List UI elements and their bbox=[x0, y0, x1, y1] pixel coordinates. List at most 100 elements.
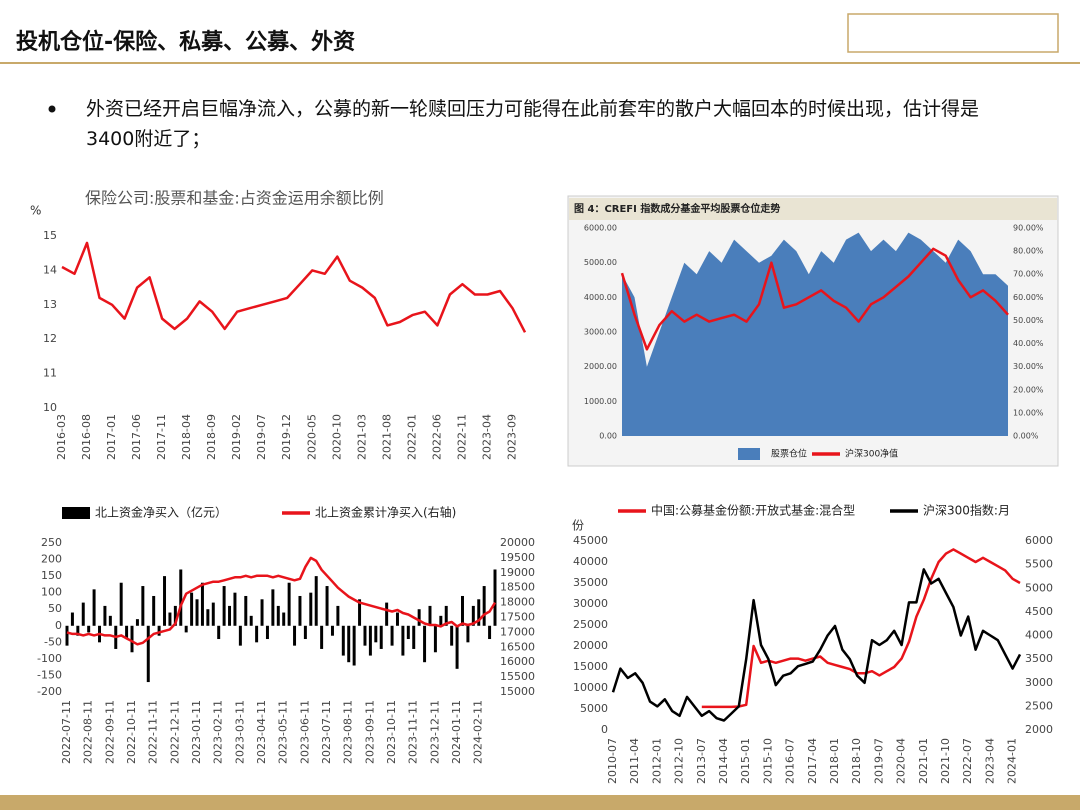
bar bbox=[471, 605, 475, 626]
legend-swatch bbox=[738, 448, 760, 460]
series-line bbox=[61, 241, 527, 333]
bar bbox=[249, 615, 253, 626]
x-tick-label: 2021-01 bbox=[917, 738, 930, 784]
bar bbox=[363, 625, 367, 646]
x-tick-label: 2023-11-11 bbox=[407, 700, 420, 764]
tick-label: -100 bbox=[37, 652, 62, 665]
bullet-dot bbox=[48, 105, 56, 113]
legend-label: 沪深300净值 bbox=[845, 448, 898, 460]
bar bbox=[466, 625, 470, 643]
x-tick-label: 2012-01 bbox=[650, 738, 663, 784]
bar bbox=[184, 625, 188, 633]
bar bbox=[477, 599, 481, 626]
bar bbox=[482, 586, 486, 626]
x-tick-label: 2022-11-11 bbox=[147, 700, 160, 764]
bar bbox=[401, 625, 405, 656]
bar bbox=[358, 599, 362, 626]
y-axis-label: % bbox=[30, 204, 41, 218]
tick-label: 15 bbox=[43, 229, 57, 242]
legend-label: 股票仓位 bbox=[771, 448, 807, 460]
x-tick-label: 2023-04 bbox=[480, 414, 493, 460]
x-tick-label: 2021-08 bbox=[380, 414, 393, 460]
bar bbox=[238, 625, 242, 646]
bar bbox=[195, 599, 199, 626]
x-tick-label: 2010-07 bbox=[606, 738, 619, 784]
x-tick-label: 2021-03 bbox=[355, 414, 368, 460]
tick-label: 4000 bbox=[1025, 629, 1053, 642]
x-tick-label: 2017-06 bbox=[130, 414, 143, 460]
tick-label: 15000 bbox=[500, 685, 535, 698]
logo bbox=[847, 13, 1059, 53]
tick-label: 35000 bbox=[573, 576, 608, 589]
bar bbox=[309, 592, 313, 626]
tick-label: 6000 bbox=[1025, 534, 1053, 547]
tick-label: 0 bbox=[601, 723, 608, 736]
x-tick-label: 2019-07 bbox=[255, 414, 268, 460]
tick-label: 18000 bbox=[500, 596, 535, 609]
tick-label: 15000 bbox=[573, 660, 608, 673]
x-tick-label: 2023-02-11 bbox=[212, 700, 225, 764]
bar bbox=[265, 625, 269, 640]
x-tick-label: 2022-09-11 bbox=[103, 700, 116, 764]
tick-label: 4000.00 bbox=[584, 293, 617, 302]
x-tick-label: 2023-12-11 bbox=[428, 700, 441, 764]
bar bbox=[211, 602, 215, 626]
bar bbox=[352, 625, 356, 666]
tick-label: 4500 bbox=[1025, 605, 1053, 618]
bar bbox=[406, 625, 410, 640]
x-tick-label: 2023-08-11 bbox=[342, 700, 355, 764]
bar bbox=[341, 625, 345, 656]
x-tick-label: 2013-07 bbox=[695, 738, 708, 784]
bar bbox=[330, 625, 334, 636]
bar bbox=[417, 609, 421, 626]
bar bbox=[423, 625, 427, 663]
tick-label: 3000.00 bbox=[584, 328, 617, 337]
x-tick-label: 2016-03 bbox=[55, 414, 68, 460]
bar bbox=[271, 589, 275, 626]
bar bbox=[347, 625, 351, 663]
bar bbox=[368, 625, 372, 656]
bullet-text: 外资已经开启巨幅净流入，公募的新一轮赎回压力可能得在此前套牢的散户大幅回本的时候… bbox=[86, 98, 980, 150]
x-tick-label: 2018-04 bbox=[180, 414, 193, 460]
tick-label: 5500 bbox=[1025, 558, 1053, 571]
x-tick-label: 2012-10 bbox=[673, 738, 686, 784]
x-tick-label: 2019-07 bbox=[872, 738, 885, 784]
bar bbox=[141, 586, 145, 626]
bar bbox=[70, 612, 74, 626]
bar bbox=[233, 592, 237, 626]
bar bbox=[395, 612, 399, 626]
tick-label: 11 bbox=[43, 367, 57, 380]
legend-label: 北上资金净买入（亿元） bbox=[95, 505, 227, 520]
series-line bbox=[66, 556, 497, 646]
x-tick-label: 2017-11 bbox=[155, 414, 168, 460]
bar bbox=[493, 569, 497, 626]
x-tick-label: 2015-10 bbox=[761, 738, 774, 784]
bar bbox=[125, 625, 129, 640]
bar bbox=[433, 625, 437, 653]
x-tick-label: 2011-04 bbox=[628, 738, 641, 784]
tick-label: 0 bbox=[55, 619, 62, 632]
tick-label: 6000.00 bbox=[584, 224, 617, 233]
bar bbox=[298, 595, 302, 626]
series-line bbox=[701, 548, 1021, 709]
tick-label: 60.00% bbox=[1013, 293, 1044, 302]
bar bbox=[244, 595, 248, 626]
x-tick-label: 2022-06 bbox=[430, 414, 443, 460]
tick-label: 30000 bbox=[573, 597, 608, 610]
bar bbox=[314, 576, 318, 626]
tick-label: 10000 bbox=[573, 681, 608, 694]
slide-title: 投机仓位-保险、私募、公募、外资 bbox=[16, 29, 355, 55]
tick-label: 100 bbox=[41, 586, 62, 599]
bar bbox=[455, 625, 459, 669]
tick-label: 40.00% bbox=[1013, 339, 1044, 348]
bar bbox=[65, 625, 69, 646]
tick-label: 15500 bbox=[500, 670, 535, 683]
bar bbox=[428, 605, 432, 626]
bar bbox=[287, 582, 291, 626]
bar bbox=[260, 599, 264, 626]
bar bbox=[336, 605, 340, 626]
bar bbox=[439, 615, 443, 626]
tick-label: 3500 bbox=[1025, 652, 1053, 665]
tick-label: 50.00% bbox=[1013, 316, 1044, 325]
bar bbox=[135, 619, 139, 626]
